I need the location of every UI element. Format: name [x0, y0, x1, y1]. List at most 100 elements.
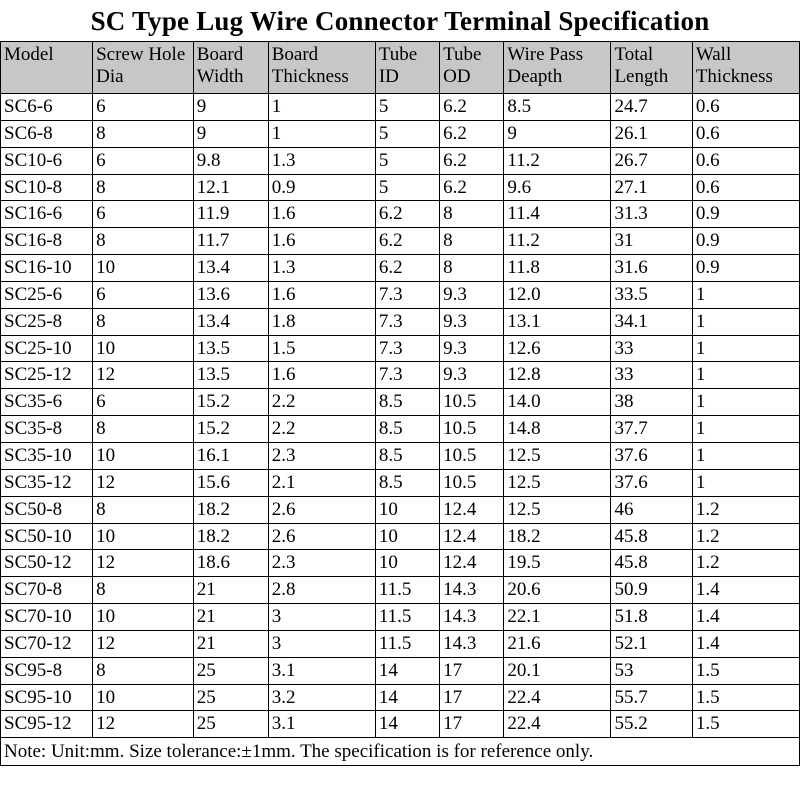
cell: 38 — [611, 389, 692, 416]
cell: 33.5 — [611, 281, 692, 308]
cell: 0.6 — [692, 94, 799, 121]
cell: 6 — [93, 389, 194, 416]
cell: SC70-10 — [1, 604, 93, 631]
table-title: SC Type Lug Wire Connector Terminal Spec… — [0, 0, 800, 41]
cell: 6.2 — [375, 255, 439, 282]
spec-table: SC Type Lug Wire Connector Terminal Spec… — [0, 0, 800, 766]
cell: SC6-6 — [1, 94, 93, 121]
cell: 8.5 — [375, 389, 439, 416]
cell: SC35-10 — [1, 442, 93, 469]
cell: 6.2 — [440, 174, 504, 201]
table-row: SC10-8812.10.956.29.627.10.6 — [1, 174, 800, 201]
col-wire-pass-depth: Wire Pass Deapth — [504, 42, 611, 94]
col-total-length: Total Length — [611, 42, 692, 94]
cell: 1.4 — [692, 604, 799, 631]
cell: 3.1 — [268, 711, 375, 738]
cell: 9.6 — [504, 174, 611, 201]
cell: SC25-10 — [1, 335, 93, 362]
cell: SC25-6 — [1, 281, 93, 308]
cell: 21 — [193, 577, 268, 604]
cell: 12 — [93, 630, 194, 657]
cell: 19.5 — [504, 550, 611, 577]
cell: 17 — [440, 711, 504, 738]
header-row: Model Screw Hole Dia Board Width Board T… — [1, 42, 800, 94]
table-row: SC6-669156.28.524.70.6 — [1, 94, 800, 121]
cell: 26.7 — [611, 147, 692, 174]
cell: 25 — [193, 657, 268, 684]
cell: SC16-10 — [1, 255, 93, 282]
col-tube-od: Tube OD — [440, 42, 504, 94]
cell: 24.7 — [611, 94, 692, 121]
cell: 11.9 — [193, 201, 268, 228]
cell: 5 — [375, 94, 439, 121]
spec-table-container: SC Type Lug Wire Connector Terminal Spec… — [0, 0, 800, 766]
cell: SC95-10 — [1, 684, 93, 711]
cell: 1 — [692, 389, 799, 416]
cell: 53 — [611, 657, 692, 684]
cell: 0.9 — [692, 228, 799, 255]
cell: SC16-6 — [1, 201, 93, 228]
cell: 8 — [93, 496, 194, 523]
cell: 12.4 — [440, 550, 504, 577]
table-row: SC95-1212253.1141722.455.21.5 — [1, 711, 800, 738]
cell: 21 — [193, 630, 268, 657]
cell: 1 — [692, 335, 799, 362]
cell: 2.2 — [268, 416, 375, 443]
cell: 10 — [375, 496, 439, 523]
cell: 11.2 — [504, 147, 611, 174]
cell: 51.8 — [611, 604, 692, 631]
table-row: SC16-101013.41.36.2811.831.60.9 — [1, 255, 800, 282]
table-row: SC16-8811.71.66.2811.2310.9 — [1, 228, 800, 255]
cell: 1 — [268, 94, 375, 121]
cell: 15.2 — [193, 416, 268, 443]
table-row: SC25-121213.51.67.39.312.8331 — [1, 362, 800, 389]
cell: 22.4 — [504, 711, 611, 738]
cell: 22.4 — [504, 684, 611, 711]
cell: 46 — [611, 496, 692, 523]
cell: 1.3 — [268, 255, 375, 282]
cell: 11.5 — [375, 604, 439, 631]
table-row: SC95-88253.1141720.1531.5 — [1, 657, 800, 684]
cell: 21 — [193, 604, 268, 631]
cell: 10 — [375, 523, 439, 550]
cell: 6.2 — [375, 201, 439, 228]
cell: 3.2 — [268, 684, 375, 711]
cell: 11.4 — [504, 201, 611, 228]
cell: 13.1 — [504, 308, 611, 335]
cell: SC70-12 — [1, 630, 93, 657]
cell: 12.4 — [440, 496, 504, 523]
cell: 1.4 — [692, 630, 799, 657]
cell: 14.3 — [440, 577, 504, 604]
cell: 14.0 — [504, 389, 611, 416]
cell: 0.6 — [692, 120, 799, 147]
table-row: SC10-669.81.356.211.226.70.6 — [1, 147, 800, 174]
cell: 37.6 — [611, 442, 692, 469]
cell: 1 — [692, 308, 799, 335]
cell: 8 — [93, 174, 194, 201]
table-row: SC6-889156.2926.10.6 — [1, 120, 800, 147]
cell: 45.8 — [611, 523, 692, 550]
cell: 1.5 — [268, 335, 375, 362]
cell: 8 — [93, 228, 194, 255]
cell: 8.5 — [504, 94, 611, 121]
cell: 11.5 — [375, 577, 439, 604]
cell: 13.5 — [193, 362, 268, 389]
cell: 0.9 — [692, 255, 799, 282]
cell: 8.5 — [375, 416, 439, 443]
cell: 11.7 — [193, 228, 268, 255]
cell: 12.1 — [193, 174, 268, 201]
cell: 5 — [375, 147, 439, 174]
cell: 20.1 — [504, 657, 611, 684]
cell: 10 — [93, 255, 194, 282]
cell: 10 — [93, 442, 194, 469]
cell: SC10-8 — [1, 174, 93, 201]
cell: 2.1 — [268, 469, 375, 496]
cell: 8 — [93, 577, 194, 604]
table-row: SC35-121215.62.18.510.512.537.61 — [1, 469, 800, 496]
cell: 13.4 — [193, 255, 268, 282]
cell: 1.8 — [268, 308, 375, 335]
cell: 8 — [440, 255, 504, 282]
cell: 55.7 — [611, 684, 692, 711]
cell: 9.8 — [193, 147, 268, 174]
cell: 0.9 — [692, 201, 799, 228]
